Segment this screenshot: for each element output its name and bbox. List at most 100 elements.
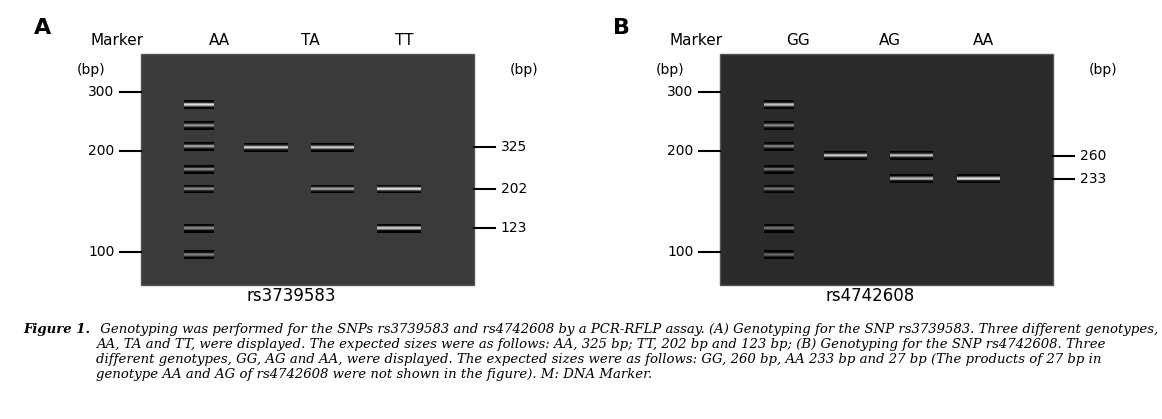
FancyBboxPatch shape — [185, 124, 214, 125]
FancyBboxPatch shape — [185, 226, 214, 227]
FancyBboxPatch shape — [956, 179, 999, 180]
FancyBboxPatch shape — [890, 154, 933, 155]
FancyBboxPatch shape — [763, 127, 794, 128]
FancyBboxPatch shape — [763, 103, 794, 104]
FancyBboxPatch shape — [185, 129, 214, 130]
FancyBboxPatch shape — [763, 148, 794, 149]
FancyBboxPatch shape — [763, 254, 794, 255]
FancyBboxPatch shape — [185, 173, 214, 174]
FancyBboxPatch shape — [763, 252, 794, 253]
FancyBboxPatch shape — [890, 177, 933, 178]
FancyBboxPatch shape — [763, 172, 794, 173]
FancyBboxPatch shape — [763, 108, 794, 109]
FancyBboxPatch shape — [763, 256, 794, 257]
FancyBboxPatch shape — [763, 167, 794, 168]
FancyBboxPatch shape — [310, 149, 354, 150]
FancyBboxPatch shape — [763, 101, 794, 102]
FancyBboxPatch shape — [185, 252, 214, 253]
FancyBboxPatch shape — [185, 148, 214, 149]
FancyBboxPatch shape — [185, 100, 214, 101]
FancyBboxPatch shape — [310, 187, 354, 188]
FancyBboxPatch shape — [244, 150, 287, 151]
FancyBboxPatch shape — [763, 144, 794, 145]
FancyBboxPatch shape — [890, 180, 933, 181]
FancyBboxPatch shape — [763, 106, 794, 107]
FancyBboxPatch shape — [185, 145, 214, 146]
Text: 200: 200 — [88, 144, 114, 158]
FancyBboxPatch shape — [185, 232, 214, 233]
FancyBboxPatch shape — [185, 125, 214, 126]
FancyBboxPatch shape — [185, 172, 214, 173]
FancyBboxPatch shape — [763, 146, 794, 147]
FancyBboxPatch shape — [185, 171, 214, 172]
Text: 300: 300 — [667, 85, 694, 99]
FancyBboxPatch shape — [763, 128, 794, 129]
FancyBboxPatch shape — [890, 157, 933, 158]
FancyBboxPatch shape — [956, 182, 999, 183]
FancyBboxPatch shape — [763, 225, 794, 226]
FancyBboxPatch shape — [763, 232, 794, 233]
FancyBboxPatch shape — [763, 173, 794, 174]
FancyBboxPatch shape — [824, 156, 867, 157]
FancyBboxPatch shape — [310, 191, 354, 192]
FancyBboxPatch shape — [824, 159, 867, 160]
FancyBboxPatch shape — [185, 185, 214, 186]
FancyBboxPatch shape — [310, 192, 354, 193]
FancyBboxPatch shape — [763, 124, 794, 125]
FancyBboxPatch shape — [185, 106, 214, 107]
FancyBboxPatch shape — [763, 257, 794, 258]
FancyBboxPatch shape — [763, 147, 794, 148]
FancyBboxPatch shape — [185, 105, 214, 106]
FancyBboxPatch shape — [310, 145, 354, 146]
Text: 260: 260 — [1079, 149, 1106, 163]
FancyBboxPatch shape — [185, 146, 214, 147]
FancyBboxPatch shape — [185, 122, 214, 123]
FancyBboxPatch shape — [763, 166, 794, 167]
FancyBboxPatch shape — [244, 144, 287, 145]
FancyBboxPatch shape — [378, 184, 421, 185]
FancyBboxPatch shape — [185, 167, 214, 168]
FancyBboxPatch shape — [763, 228, 794, 229]
FancyBboxPatch shape — [890, 176, 933, 177]
FancyBboxPatch shape — [378, 228, 421, 229]
FancyBboxPatch shape — [763, 186, 794, 187]
FancyBboxPatch shape — [142, 54, 474, 285]
FancyBboxPatch shape — [890, 152, 933, 153]
Text: rs4742608: rs4742608 — [826, 287, 916, 305]
FancyBboxPatch shape — [185, 147, 214, 148]
Text: 123: 123 — [501, 221, 526, 235]
FancyBboxPatch shape — [185, 189, 214, 190]
FancyBboxPatch shape — [185, 127, 214, 128]
FancyBboxPatch shape — [378, 232, 421, 233]
FancyBboxPatch shape — [185, 253, 214, 254]
FancyBboxPatch shape — [185, 225, 214, 226]
FancyBboxPatch shape — [185, 165, 214, 166]
FancyBboxPatch shape — [890, 158, 933, 159]
FancyBboxPatch shape — [890, 159, 933, 160]
FancyBboxPatch shape — [763, 170, 794, 171]
FancyBboxPatch shape — [244, 146, 287, 147]
FancyBboxPatch shape — [763, 165, 794, 166]
FancyBboxPatch shape — [185, 168, 214, 169]
FancyBboxPatch shape — [185, 231, 214, 232]
FancyBboxPatch shape — [763, 105, 794, 106]
FancyBboxPatch shape — [824, 154, 867, 155]
FancyBboxPatch shape — [763, 123, 794, 124]
FancyBboxPatch shape — [824, 152, 867, 153]
FancyBboxPatch shape — [185, 186, 214, 187]
FancyBboxPatch shape — [763, 255, 794, 256]
FancyBboxPatch shape — [185, 190, 214, 191]
FancyBboxPatch shape — [244, 145, 287, 146]
FancyBboxPatch shape — [763, 185, 794, 186]
FancyBboxPatch shape — [310, 147, 354, 148]
FancyBboxPatch shape — [378, 185, 421, 186]
Text: (bp): (bp) — [1089, 63, 1118, 77]
FancyBboxPatch shape — [185, 254, 214, 255]
FancyBboxPatch shape — [185, 123, 214, 124]
FancyBboxPatch shape — [956, 177, 999, 178]
FancyBboxPatch shape — [763, 226, 794, 227]
FancyBboxPatch shape — [244, 151, 287, 152]
FancyBboxPatch shape — [763, 142, 794, 143]
Text: 100: 100 — [667, 245, 694, 259]
Text: (bp): (bp) — [509, 63, 538, 77]
